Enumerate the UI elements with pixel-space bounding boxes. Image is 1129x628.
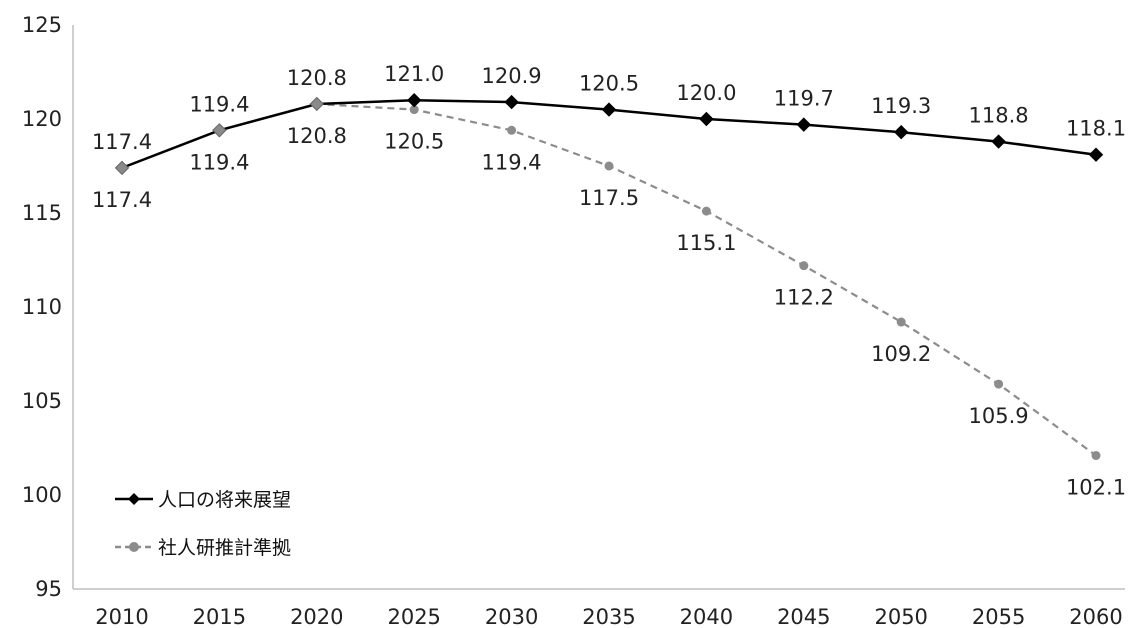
data-label-ipss: 120.5 bbox=[384, 130, 444, 154]
y-tick-labels: 95 100 105 110 115 120 125 bbox=[22, 13, 62, 601]
y-tick-label: 105 bbox=[22, 389, 62, 413]
data-label-projection: 119.7 bbox=[774, 87, 834, 111]
y-tick-label: 100 bbox=[22, 483, 62, 507]
marker-projection bbox=[895, 126, 908, 139]
legend-label-ipss: 社人研推計準拠 bbox=[158, 537, 291, 559]
data-label-projection: 120.5 bbox=[579, 72, 639, 96]
data-labels: 117.4 119.4 120.8 121.0 120.9 120.5 120.0 119.7… bbox=[92, 62, 1126, 499]
data-label-projection: 120.0 bbox=[676, 81, 736, 105]
marker-projection bbox=[1090, 148, 1103, 161]
x-tick-label: 2010 bbox=[95, 605, 148, 628]
y-tick-label: 120 bbox=[22, 107, 62, 131]
x-tick-labels: 2010 2015 2020 2025 2030 2035 2040 2045 2050 2055… bbox=[95, 605, 1122, 628]
x-tick-label: 2015 bbox=[193, 605, 246, 628]
data-label-ipss: 117.5 bbox=[579, 186, 639, 210]
marker-ipss bbox=[605, 162, 614, 171]
x-tick-label: 2045 bbox=[777, 605, 830, 628]
legend-label-projection: 人口の将来展望 bbox=[158, 489, 291, 511]
x-tick-label: 2025 bbox=[387, 605, 440, 628]
marker-projection bbox=[310, 97, 323, 110]
marker-projection bbox=[992, 135, 1005, 148]
marker-projection bbox=[116, 161, 129, 174]
marker-ipss bbox=[897, 318, 906, 327]
marker-ipss bbox=[799, 261, 808, 270]
x-tick-label: 2020 bbox=[290, 605, 343, 628]
y-tick-label: 125 bbox=[22, 13, 62, 37]
data-label-ipss: 120.8 bbox=[287, 124, 347, 148]
marker-ipss bbox=[994, 380, 1003, 389]
marker-projection bbox=[213, 124, 226, 137]
data-label-ipss: 109.2 bbox=[871, 342, 931, 366]
data-label-projection: 119.4 bbox=[189, 92, 249, 116]
legend-diamond-marker bbox=[128, 493, 140, 505]
x-tick-label: 2050 bbox=[874, 605, 927, 628]
series-layer bbox=[116, 94, 1103, 460]
series-line-ipss bbox=[122, 104, 1096, 456]
x-tick-label: 2035 bbox=[582, 605, 635, 628]
marker-ipss bbox=[507, 126, 516, 135]
data-label-projection: 117.4 bbox=[92, 130, 152, 154]
data-label-ipss: 102.1 bbox=[1066, 476, 1126, 500]
data-label-projection: 121.0 bbox=[384, 62, 444, 86]
legend: 人口の将来展望 社人研推計準拠 bbox=[115, 489, 291, 559]
data-label-projection: 120.9 bbox=[482, 64, 542, 88]
x-tick-label: 2055 bbox=[972, 605, 1025, 628]
data-label-ipss: 115.1 bbox=[676, 231, 736, 255]
data-label-ipss: 119.4 bbox=[482, 150, 542, 174]
marker-projection bbox=[603, 103, 616, 116]
marker-projection bbox=[797, 118, 810, 131]
data-label-ipss: 117.4 bbox=[92, 188, 152, 212]
marker-projection bbox=[700, 113, 713, 126]
y-tick-label: 115 bbox=[22, 201, 62, 225]
y-tick-label: 110 bbox=[22, 295, 62, 319]
data-label-ipss: 105.9 bbox=[969, 404, 1029, 428]
marker-projection bbox=[505, 96, 518, 109]
data-label-ipss: 112.2 bbox=[774, 286, 834, 310]
marker-ipss bbox=[702, 207, 711, 216]
data-label-projection: 120.8 bbox=[287, 66, 347, 90]
marker-ipss bbox=[1092, 451, 1101, 460]
data-label-ipss: 119.4 bbox=[189, 150, 249, 174]
legend-item-projection: 人口の将来展望 bbox=[115, 489, 291, 511]
x-tick-label: 2060 bbox=[1069, 605, 1122, 628]
legend-item-ipss: 社人研推計準拠 bbox=[115, 537, 291, 559]
marker-projection bbox=[408, 94, 421, 107]
data-label-projection: 118.1 bbox=[1066, 117, 1126, 141]
data-label-projection: 119.3 bbox=[871, 94, 931, 118]
y-tick-label: 95 bbox=[35, 577, 62, 601]
x-tick-label: 2040 bbox=[680, 605, 733, 628]
x-tick-label: 2030 bbox=[485, 605, 538, 628]
data-label-projection: 118.8 bbox=[969, 104, 1029, 128]
legend-circle-marker bbox=[129, 542, 139, 552]
